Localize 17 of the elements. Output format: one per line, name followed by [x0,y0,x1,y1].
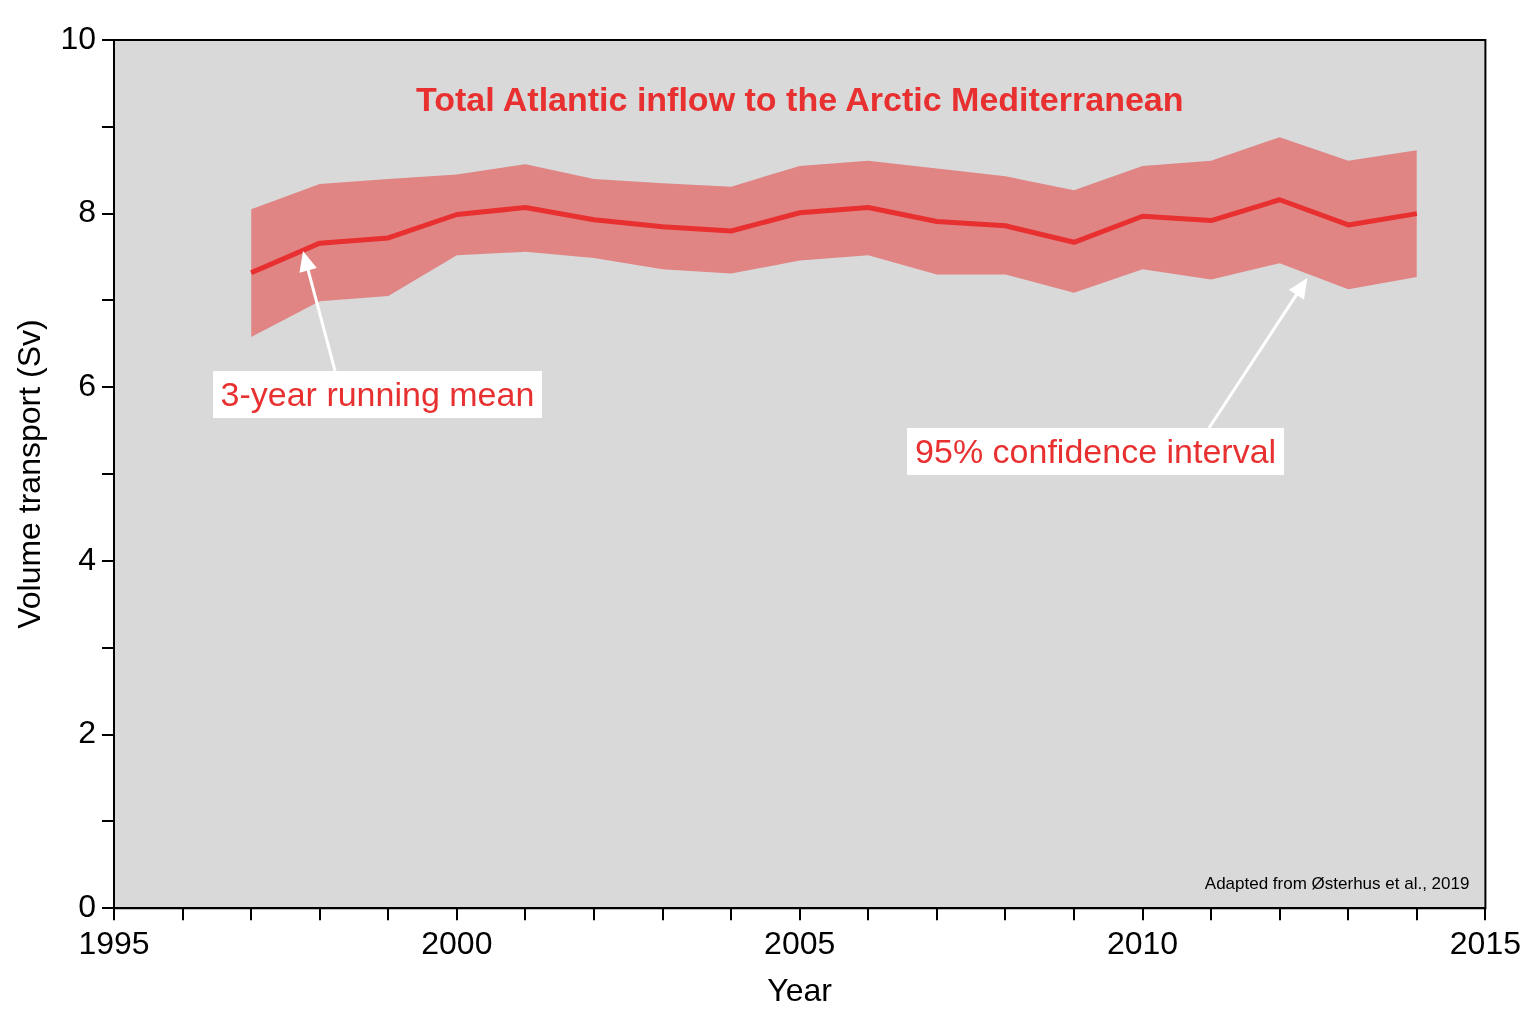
x-tick-label: 2000 [421,925,493,962]
x-tick-label: 2005 [764,925,836,962]
x-axis-title: Year [767,971,833,1008]
y-tick-label: 0 [78,888,96,925]
annotation: 3-year running mean [212,370,543,418]
annotation: 95% confidence interval [907,427,1285,475]
x-tick-label: 1995 [78,925,150,962]
y-tick-label: 8 [78,193,96,230]
text: Total Atlantic inflow to the Arctic Mediterranean [415,80,1184,119]
y-tick-label: 2 [78,714,96,751]
y-tick-label: 10 [60,19,96,56]
y-tick-label: 6 [78,367,96,404]
x-tick-label: 2010 [1106,925,1179,962]
annotation: Adapted from Østerhus et al., 2019 [1204,874,1470,895]
x-tick-label: 2015 [1449,925,1521,962]
y-axis-title: Volume transport (Sv) [11,319,48,629]
y-tick-label: 4 [78,540,96,577]
